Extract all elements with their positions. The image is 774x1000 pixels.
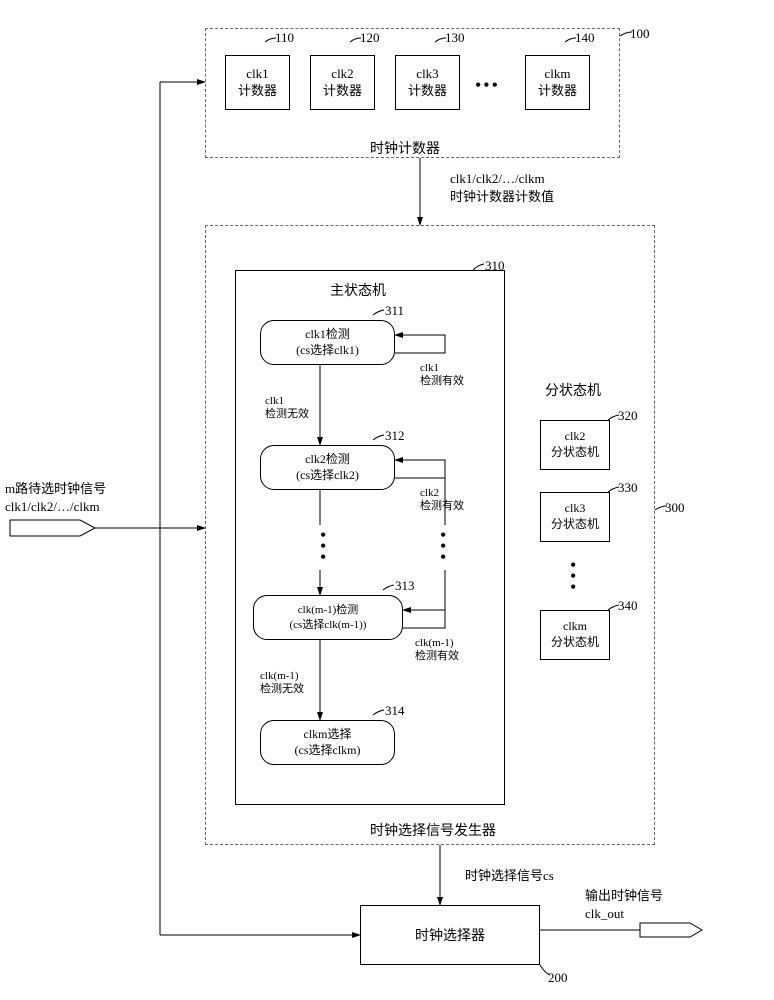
counter-ellipsis: ••• — [475, 75, 500, 96]
state-311-valid: clk1检测有效 — [420, 362, 464, 388]
main-sm-ellipsis2: ••• — [440, 530, 446, 562]
state-311: clk1检测 (cs选择clk1) — [260, 320, 395, 365]
sub-sm-340: clkm 分状态机 — [540, 610, 610, 660]
output-signal-label: 输出时钟信号 clk_out — [585, 887, 663, 923]
state-314: clkm选择 (cs选择clkm) — [260, 720, 395, 765]
sub-sm-title: 分状态机 — [545, 380, 601, 400]
block-300-ref: 300 — [665, 500, 685, 516]
signal-300-200-label: 时钟选择信号cs — [465, 865, 554, 884]
counter-110: clk1 计数器 — [225, 55, 290, 110]
sub-sm-340-ref: 340 — [618, 598, 638, 614]
counter-110-ref: 110 — [275, 30, 294, 46]
state-311-invalid: clk1检测无效 — [265, 395, 309, 421]
main-sm-ref: 310 — [485, 258, 505, 274]
sub-sm-330-ref: 330 — [618, 480, 638, 496]
block-100-ref: 100 — [630, 26, 650, 42]
counter-140-ref: 140 — [575, 30, 595, 46]
state-313-invalid: clk(m-1)检测无效 — [260, 670, 304, 696]
state-313: clk(m-1)检测 (cs选择clk(m-1)) — [253, 595, 403, 640]
sub-sm-ellipsis: ••• — [570, 560, 576, 592]
input-signal-label: m路待选时钟信号 clk1/clk2/…/clkm — [5, 480, 106, 516]
main-sm-title: 主状态机 — [330, 280, 386, 300]
state-312-valid: clk2检测有效 — [420, 487, 464, 513]
counter-130: clk3 计数器 — [395, 55, 460, 110]
state-312-ref: 312 — [385, 428, 405, 444]
signal-100-300-label: clk1/clk2/…/clkm 时钟计数器计数值 — [450, 170, 554, 206]
block-300-title: 时钟选择信号发生器 — [370, 820, 496, 840]
counter-120: clk2 计数器 — [310, 55, 375, 110]
state-312: clk2检测 (cs选择clk2) — [260, 445, 395, 490]
state-313-valid: clk(m-1)检测有效 — [415, 637, 459, 663]
counter-120-ref: 120 — [360, 30, 380, 46]
main-sm-ellipsis: ••• — [320, 530, 326, 562]
state-313-ref: 313 — [395, 578, 415, 594]
counter-140: clkm 计数器 — [525, 55, 590, 110]
block-200-ref: 200 — [548, 970, 568, 986]
counter-130-ref: 130 — [445, 30, 465, 46]
sub-sm-330: clk3 分状态机 — [540, 492, 610, 542]
block-200: 时钟选择器 — [360, 905, 540, 965]
state-314-ref: 314 — [385, 703, 405, 719]
sub-sm-320: clk2 分状态机 — [540, 420, 610, 470]
sub-sm-320-ref: 320 — [618, 408, 638, 424]
block-100-title: 时钟计数器 — [370, 138, 440, 158]
state-311-ref: 311 — [385, 303, 404, 319]
